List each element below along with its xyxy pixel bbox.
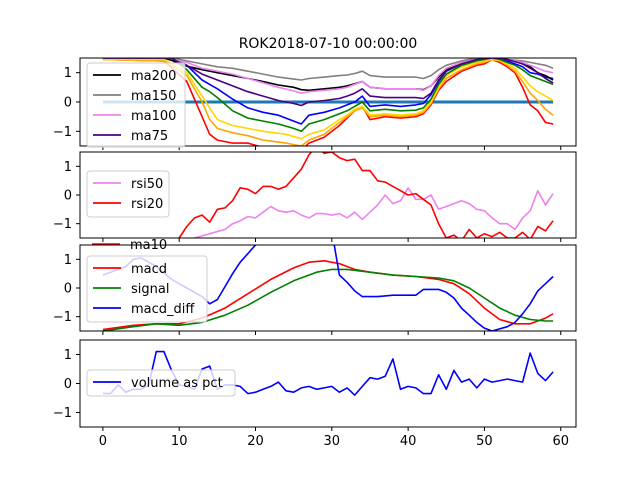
legend-macd: macd signal macd_diff [86, 255, 208, 323]
legend-label-ma75: ma75 [131, 129, 168, 144]
series-line-blue [102, 58, 554, 125]
legend-label-rsi20: rsi20 [131, 197, 163, 212]
panel-ma: 1 0 −1 ma200 ma150 ma100 ma75 [53, 57, 577, 150]
y-tick-label: −1 [53, 125, 72, 140]
legend-label-ma200: ma200 [131, 69, 176, 84]
x-tick-label: 0 [99, 434, 107, 449]
legend-ma: ma200 ma150 ma100 ma75 [86, 62, 186, 148]
series-line-rsi50 [188, 187, 554, 238]
x-tick-label: 40 [400, 434, 417, 449]
series-group-rsi [173, 152, 554, 238]
y-tick-label: 0 [64, 96, 72, 111]
x-tick-label: 60 [552, 434, 569, 449]
y-tick-label: 0 [64, 377, 72, 392]
legend-label-ma100: ma100 [131, 109, 176, 124]
panel-macd: 1 0 −1 macd signal macd_diff [53, 244, 577, 335]
series-line-red [102, 58, 554, 146]
legend-label-volume-as-pct: volume as pct [131, 376, 223, 391]
x-tick-label: 20 [247, 434, 264, 449]
legend-box [86, 369, 236, 397]
chart-title: ROK2018-07-10 00:00:00 [239, 36, 418, 52]
legend-box [86, 255, 208, 323]
legend-volume: volume as pct [86, 369, 236, 397]
y-tick-label: 1 [64, 160, 72, 175]
x-tick-label: 30 [324, 434, 341, 449]
panels: 10−1ma200ma150ma100ma75ma1010−1rsi50rsi2… [53, 57, 577, 449]
y-tick-label: −1 [53, 217, 72, 232]
series-line-rsi20 [173, 152, 554, 238]
y-tick-label: 1 [64, 253, 72, 268]
legend-label-macd_diff: macd_diff [131, 302, 195, 317]
y-tick-label: 1 [64, 66, 72, 81]
series-line-green [102, 58, 554, 133]
x-tick-label: 50 [476, 434, 493, 449]
series-line-yellow [102, 58, 554, 140]
legend-label-rsi50: rsi50 [131, 177, 163, 192]
legend-rsi: rsi50 rsi20 [86, 170, 170, 218]
series-line-orange [102, 58, 554, 146]
legend-label-ma150: ma150 [131, 89, 176, 104]
y-tick-label: −1 [53, 310, 72, 325]
y-tick-label: 0 [64, 282, 72, 297]
legend-box [86, 62, 186, 148]
x-tick-label: 10 [171, 434, 188, 449]
y-tick-label: 1 [64, 348, 72, 363]
series-line-signal [102, 268, 554, 331]
legend-label-signal: signal [131, 282, 169, 297]
y-tick-label: −1 [53, 406, 72, 421]
y-tick-label: 0 [64, 189, 72, 204]
legend-label-macd: macd [131, 262, 167, 277]
